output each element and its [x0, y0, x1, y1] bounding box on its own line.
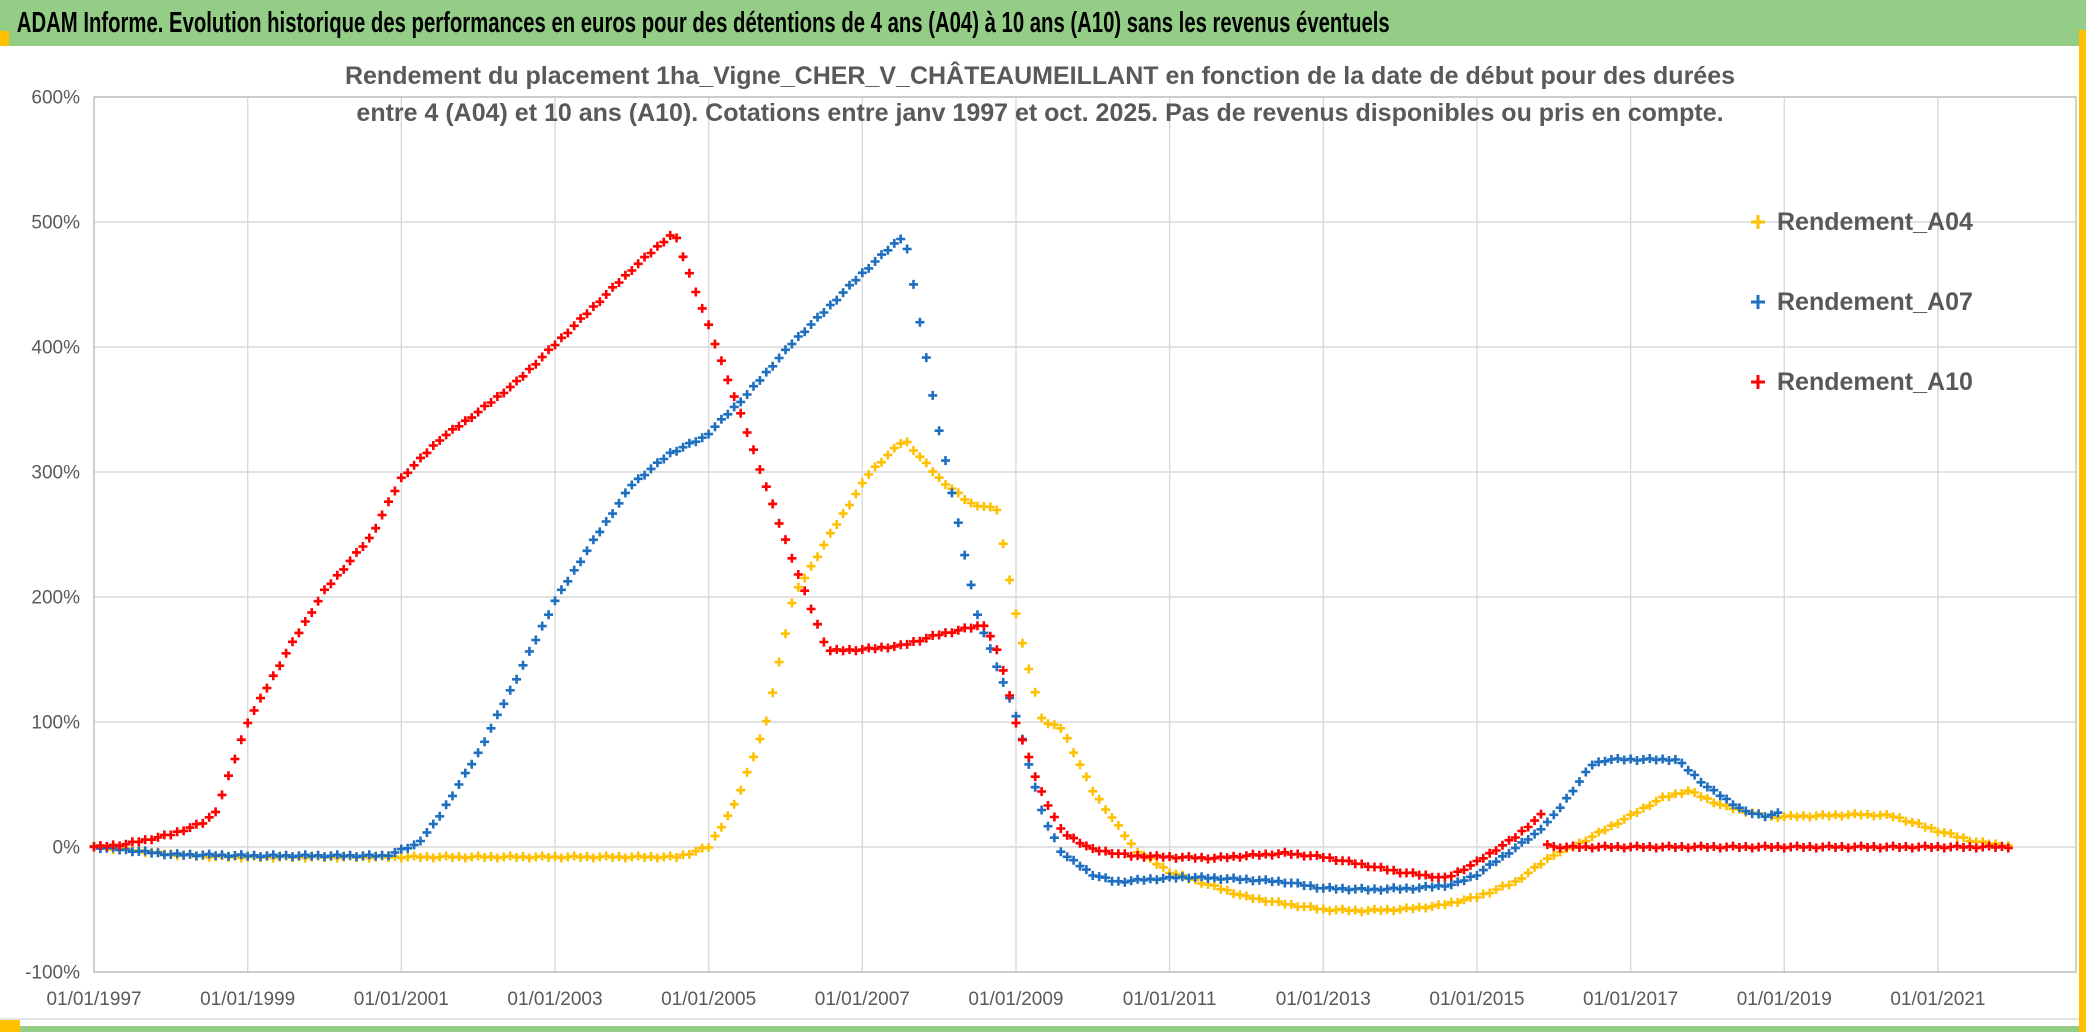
x-tick-label: 01/01/2007	[815, 989, 910, 1010]
y-tick-label: 0%	[53, 838, 81, 859]
legend-label: Rendement_A10	[1777, 368, 1973, 396]
series-Rendement_A04	[89, 437, 2013, 917]
legend: Rendement_A04 Rendement_A07 Rendement_A1…	[1751, 208, 1973, 396]
x-tick-label: 01/01/2011	[1123, 989, 1217, 1010]
legend-item-a07: Rendement_A07	[1751, 288, 1973, 316]
x-tick-label: 01/01/1997	[46, 989, 141, 1010]
legend-label: Rendement_A07	[1777, 288, 1973, 316]
yellow-bottom-corner	[0, 1020, 20, 1032]
y-tick-label: 400%	[31, 338, 80, 359]
series-Rendement_A10	[89, 230, 2013, 882]
plot-border	[93, 96, 2077, 973]
x-tick-label: 01/01/2009	[968, 989, 1063, 1010]
banner-title: ADAM Informe. Evolution historique des p…	[16, 6, 1390, 39]
x-tick-label: 01/01/2015	[1429, 989, 1524, 1010]
plus-marker-icon	[1751, 375, 1765, 389]
x-tick-label: 01/01/2005	[661, 989, 756, 1010]
green-bottom-bar	[0, 1026, 2086, 1032]
y-tick-label: 200%	[31, 588, 80, 609]
y-tick-label: 100%	[31, 713, 80, 734]
legend-label: Rendement_A04	[1777, 208, 1973, 236]
x-tick-label: 01/01/2013	[1276, 989, 1371, 1010]
y-axis-labels: 600% 500% 400% 300% 200% 100% 0% -100%	[25, 88, 80, 984]
x-tick-label: 01/01/2001	[354, 989, 449, 1010]
yellow-corner-notch	[0, 31, 9, 46]
y-tick-label: 600%	[31, 88, 80, 109]
x-tick-label: 01/01/2003	[507, 989, 602, 1010]
x-tick-label: 01/01/2021	[1890, 989, 1985, 1010]
yellow-right-strip	[2079, 30, 2086, 1032]
chart-title-line2: entre 4 (A04) et 10 ans (A10). Cotations…	[356, 99, 1723, 127]
y-tick-label: 500%	[31, 213, 80, 234]
x-axis-labels: 01/01/1997 01/01/1999 01/01/2001 01/01/2003…	[46, 989, 1985, 1010]
series-Rendement_A07	[89, 234, 1783, 895]
x-tick-label: 01/01/2019	[1737, 989, 1832, 1010]
chart-title-line1: Rendement du placement 1ha_Vigne_CHER_V_…	[345, 60, 1735, 90]
legend-item-a10: Rendement_A10	[1751, 368, 1973, 396]
x-tick-label: 01/01/1999	[200, 989, 295, 1010]
plus-marker-icon	[1751, 295, 1765, 309]
plus-marker-icon	[1751, 215, 1765, 229]
data-series	[89, 230, 2013, 917]
legend-item-a04: Rendement_A04	[1751, 208, 1973, 236]
y-tick-label: 300%	[31, 463, 80, 484]
header-banner: ADAM Informe. Evolution historique des p…	[0, 0, 2086, 46]
x-tick-label: 01/01/2017	[1583, 989, 1678, 1010]
y-tick-label: -100%	[25, 963, 80, 984]
